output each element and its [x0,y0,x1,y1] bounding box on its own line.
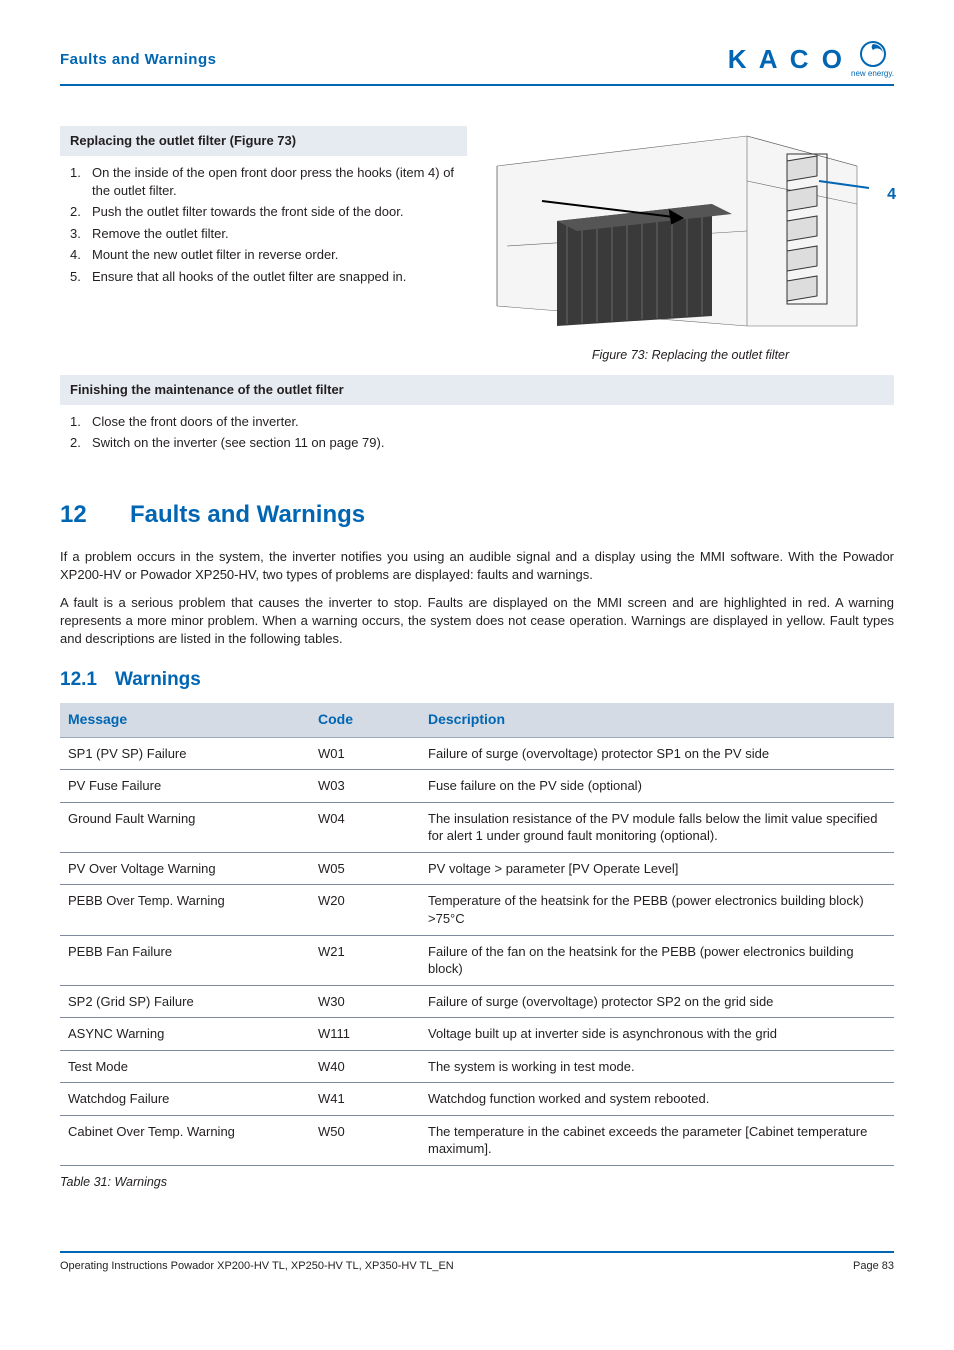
cell-msg: PV Over Voltage Warning [60,852,310,885]
cell-msg: Ground Fault Warning [60,802,310,852]
cell-msg: SP1 (PV SP) Failure [60,737,310,770]
step-item: On the inside of the open front door pre… [70,164,457,199]
cell-msg: PEBB Fan Failure [60,935,310,985]
section-heading-12: 12Faults and Warnings [60,498,894,532]
subsection-title: Warnings [115,669,201,690]
page-footer: Operating Instructions Powador XP200-HV … [60,1251,894,1274]
section12-para1: If a problem occurs in the system, the i… [60,548,894,584]
table-row: SP2 (Grid SP) FailureW30Failure of surge… [60,985,894,1018]
cell-code: W41 [310,1083,420,1116]
cell-code: W21 [310,935,420,985]
step-item: Remove the outlet filter. [70,225,457,243]
instruction-box-replace-filter: Replacing the outlet filter (Figure 73) … [60,126,467,365]
footer-right: Page 83 [853,1259,894,1274]
instruction-heading: Finishing the maintenance of the outlet … [60,375,894,405]
cell-desc: Failure of surge (overvoltage) protector… [420,985,894,1018]
header-section-title: Faults and Warnings [60,49,216,70]
instruction-figure-row: Replacing the outlet filter (Figure 73) … [60,126,894,365]
table-row: Cabinet Over Temp. WarningW50The tempera… [60,1115,894,1165]
section-heading-12-1: 12.1Warnings [60,667,894,694]
col-header-message: Message [60,703,310,737]
cell-desc: The temperature in the cabinet exceeds t… [420,1115,894,1165]
table-row: PEBB Fan FailureW21Failure of the fan on… [60,935,894,985]
logo-subtext: new energy. [851,70,894,78]
cell-desc: Voltage built up at inverter side is asy… [420,1018,894,1051]
footer-left: Operating Instructions Powador XP200-HV … [60,1259,454,1274]
table-row: SP1 (PV SP) FailureW01Failure of surge (… [60,737,894,770]
instruction-heading: Replacing the outlet filter (Figure 73) [60,126,467,156]
cell-code: W01 [310,737,420,770]
section12-para2: A fault is a serious problem that causes… [60,594,894,649]
step-item: Push the outlet filter towards the front… [70,203,457,221]
cell-msg: Test Mode [60,1050,310,1083]
page-header: Faults and Warnings K A C O new energy. [60,40,894,86]
section-number: 12 [60,498,130,532]
table-row: PEBB Over Temp. WarningW20Temperature of… [60,885,894,935]
cell-code: W20 [310,885,420,935]
table-caption: Table 31: Warnings [60,1174,894,1192]
cell-msg: PEBB Over Temp. Warning [60,885,310,935]
cell-desc: Fuse failure on the PV side (optional) [420,770,894,803]
instruction-box-finish-maintenance: Finishing the maintenance of the outlet … [60,375,894,468]
table-row: PV Over Voltage WarningW05PV voltage > p… [60,852,894,885]
table-row: Watchdog FailureW41Watchdog function wor… [60,1083,894,1116]
cell-desc: The insulation resistance of the PV modu… [420,802,894,852]
step-item: Ensure that all hooks of the outlet filt… [70,268,457,286]
col-header-description: Description [420,703,894,737]
cell-code: W04 [310,802,420,852]
cell-desc: PV voltage > parameter [PV Operate Level… [420,852,894,885]
cell-code: W50 [310,1115,420,1165]
step-item: Mount the new outlet filter in reverse o… [70,246,457,264]
table-row: Test ModeW40The system is working in tes… [60,1050,894,1083]
cell-desc: Temperature of the heatsink for the PEBB… [420,885,894,935]
cell-msg: SP2 (Grid SP) Failure [60,985,310,1018]
figure-caption: Figure 73: Replacing the outlet filter [592,347,789,365]
table-row: PV Fuse FailureW03Fuse failure on the PV… [60,770,894,803]
logo-text: K A C O [728,41,845,77]
cell-code: W30 [310,985,420,1018]
outlet-filter-diagram [487,126,877,336]
cell-desc: The system is working in test mode. [420,1050,894,1083]
warnings-table: Message Code Description SP1 (PV SP) Fai… [60,703,894,1166]
step-item: Switch on the inverter (see section 11 o… [70,434,884,452]
cell-desc: Failure of the fan on the heatsink for t… [420,935,894,985]
cell-msg: PV Fuse Failure [60,770,310,803]
cell-msg: ASYNC Warning [60,1018,310,1051]
table-row: Ground Fault WarningW04The insulation re… [60,802,894,852]
table-header-row: Message Code Description [60,703,894,737]
figure-column: 4 Figure 73: Replacing the outlet filter [487,126,894,365]
cell-msg: Cabinet Over Temp. Warning [60,1115,310,1165]
cell-code: W111 [310,1018,420,1051]
cell-msg: Watchdog Failure [60,1083,310,1116]
swirl-icon: new energy. [851,40,894,78]
warnings-table-body: SP1 (PV SP) FailureW01Failure of surge (… [60,737,894,1165]
cell-code: W05 [310,852,420,885]
table-row: ASYNC WarningW111Voltage built up at inv… [60,1018,894,1051]
instruction-steps: On the inside of the open front door pre… [60,156,467,297]
instruction-steps: Close the front doors of the inverter. S… [60,405,894,468]
brand-logo: K A C O new energy. [728,40,894,78]
callout-number: 4 [887,184,896,206]
cell-desc: Failure of surge (overvoltage) protector… [420,737,894,770]
cell-code: W40 [310,1050,420,1083]
step-item: Close the front doors of the inverter. [70,413,884,431]
section-title: Faults and Warnings [130,501,365,528]
cell-code: W03 [310,770,420,803]
figure-73: 4 [487,126,894,341]
col-header-code: Code [310,703,420,737]
cell-desc: Watchdog function worked and system rebo… [420,1083,894,1116]
subsection-number: 12.1 [60,667,115,694]
